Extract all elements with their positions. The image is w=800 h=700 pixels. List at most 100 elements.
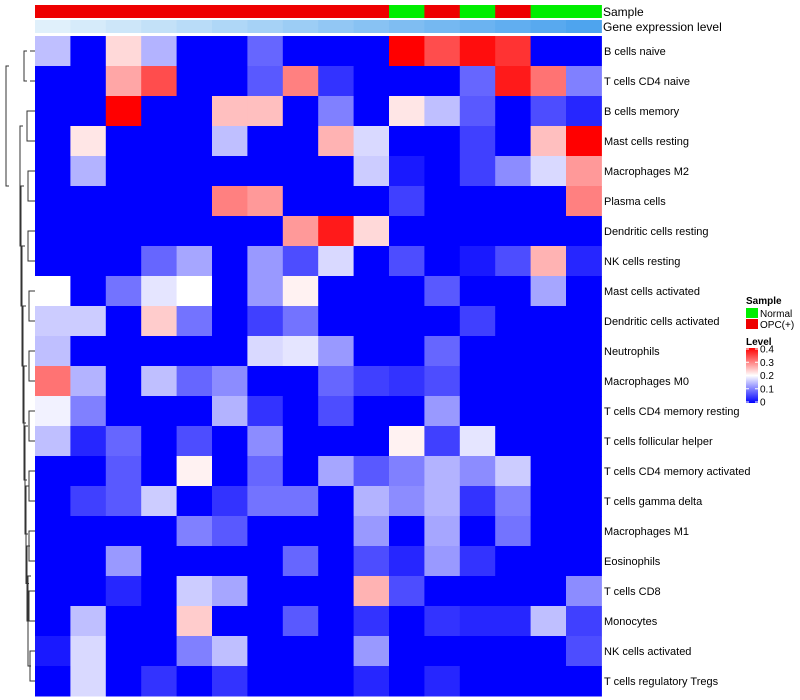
heatmap-cell <box>212 666 248 697</box>
heatmap-cell <box>70 426 107 457</box>
heatmap-cell <box>212 66 248 97</box>
heatmap-cell <box>70 366 107 397</box>
heatmap-cell <box>424 516 461 547</box>
heatmap-cell <box>70 546 107 577</box>
heatmap-cell <box>566 246 602 277</box>
sample-cell <box>176 5 213 18</box>
heatmap-cell <box>530 486 567 517</box>
heatmap-cell <box>530 156 567 187</box>
heatmap-cell <box>318 276 355 307</box>
heatmap-cell <box>389 546 425 577</box>
row-label: Mast cells activated <box>604 286 700 298</box>
heatmap-cell <box>424 186 461 217</box>
row-dendrogram <box>5 50 35 682</box>
heatmap-cell <box>212 276 248 307</box>
heatmap-cell <box>566 126 602 157</box>
heatmap-cell <box>459 486 496 517</box>
heatmap-cell <box>389 246 425 277</box>
heatmap-cell <box>389 666 425 697</box>
heatmap-cell <box>566 36 602 67</box>
heatmap-cell <box>70 246 107 277</box>
sample-cell <box>141 5 178 18</box>
heatmap-cell <box>318 426 355 457</box>
heatmap-cell <box>35 546 71 577</box>
heatmap-cell <box>459 426 496 457</box>
legend-level: Level 0.4 0.3 0.2 0.1 0 <box>746 337 774 409</box>
row-label: B cells naive <box>604 46 666 58</box>
heatmap-cell <box>105 546 142 577</box>
expression-cell <box>105 20 142 33</box>
heatmap-cell <box>495 576 532 607</box>
sample-cell <box>424 5 461 18</box>
heatmap-cell <box>566 606 602 637</box>
heatmap-cell <box>35 426 71 457</box>
heatmap-cell <box>389 576 425 607</box>
heatmap-cell <box>247 186 284 217</box>
heatmap-cell <box>282 66 319 97</box>
heatmap-cell <box>282 666 319 697</box>
heatmap-cell <box>105 456 142 487</box>
row-label: NK cells resting <box>604 256 680 268</box>
heatmap-cell <box>282 546 319 577</box>
heatmap-cell <box>247 66 284 97</box>
heatmap-cell <box>176 636 213 667</box>
heatmap-cell <box>247 366 284 397</box>
heatmap-cell <box>70 276 107 307</box>
heatmap-cell <box>176 456 213 487</box>
heatmap-cell <box>282 606 319 637</box>
heatmap-cell <box>318 246 355 277</box>
heatmap-cell <box>566 486 602 517</box>
heatmap-cell <box>318 306 355 337</box>
heatmap-cell <box>424 606 461 637</box>
row-label: T cells regulatory Tregs <box>604 676 719 688</box>
heatmap-cell <box>389 456 425 487</box>
heatmap-cell <box>282 426 319 457</box>
heatmap-cell <box>282 516 319 547</box>
heatmap-cell <box>247 666 284 697</box>
heatmap-cell <box>389 306 425 337</box>
heatmap-cell <box>318 576 355 607</box>
heatmap-cell <box>35 246 71 277</box>
heatmap-cell <box>318 96 355 127</box>
heatmap-cell <box>353 486 390 517</box>
heatmap-cell <box>70 486 107 517</box>
heatmap-cell <box>495 306 532 337</box>
heatmap-cell <box>495 216 532 247</box>
row-label: Macrophages M1 <box>604 526 689 538</box>
heatmap-cell <box>141 66 178 97</box>
heatmap-cell <box>389 96 425 127</box>
heatmap-cell <box>353 576 390 607</box>
sample-cell <box>105 5 142 18</box>
heatmap-cell <box>318 636 355 667</box>
expression-cell <box>247 20 284 33</box>
legend-level-ticks: 0.4 0.3 0.2 0.1 0 <box>746 345 774 409</box>
heatmap-cell <box>247 246 284 277</box>
sample-cell <box>35 5 71 18</box>
heatmap-cell <box>495 426 532 457</box>
dendrogram-branch <box>28 590 32 622</box>
heatmap-cell <box>424 126 461 157</box>
legend-level-tick-label: 0.3 <box>760 358 774 369</box>
heatmap-cell <box>424 246 461 277</box>
legend-level-tick-label: 0 <box>760 398 766 409</box>
heatmap-cell <box>353 156 390 187</box>
heatmap-cell <box>70 396 107 427</box>
heatmap-cell <box>141 546 178 577</box>
sample-cell <box>530 5 567 18</box>
heatmap-cell <box>35 306 71 337</box>
row-label: Monocytes <box>604 616 658 628</box>
heatmap-cell <box>212 246 248 277</box>
heatmap-cell <box>566 336 602 367</box>
heatmap-cell <box>424 486 461 517</box>
heatmap-cell <box>141 366 178 397</box>
heatmap-cell <box>282 96 319 127</box>
heatmap-cell <box>105 426 142 457</box>
heatmap-cell <box>247 516 284 547</box>
heatmap-cell <box>35 66 71 97</box>
heatmap-cell <box>459 516 496 547</box>
heatmap-cell <box>424 366 461 397</box>
heatmap-cell <box>424 336 461 367</box>
heatmap-cell <box>212 546 248 577</box>
sample-cell <box>389 5 425 18</box>
heatmap-cell <box>530 276 567 307</box>
